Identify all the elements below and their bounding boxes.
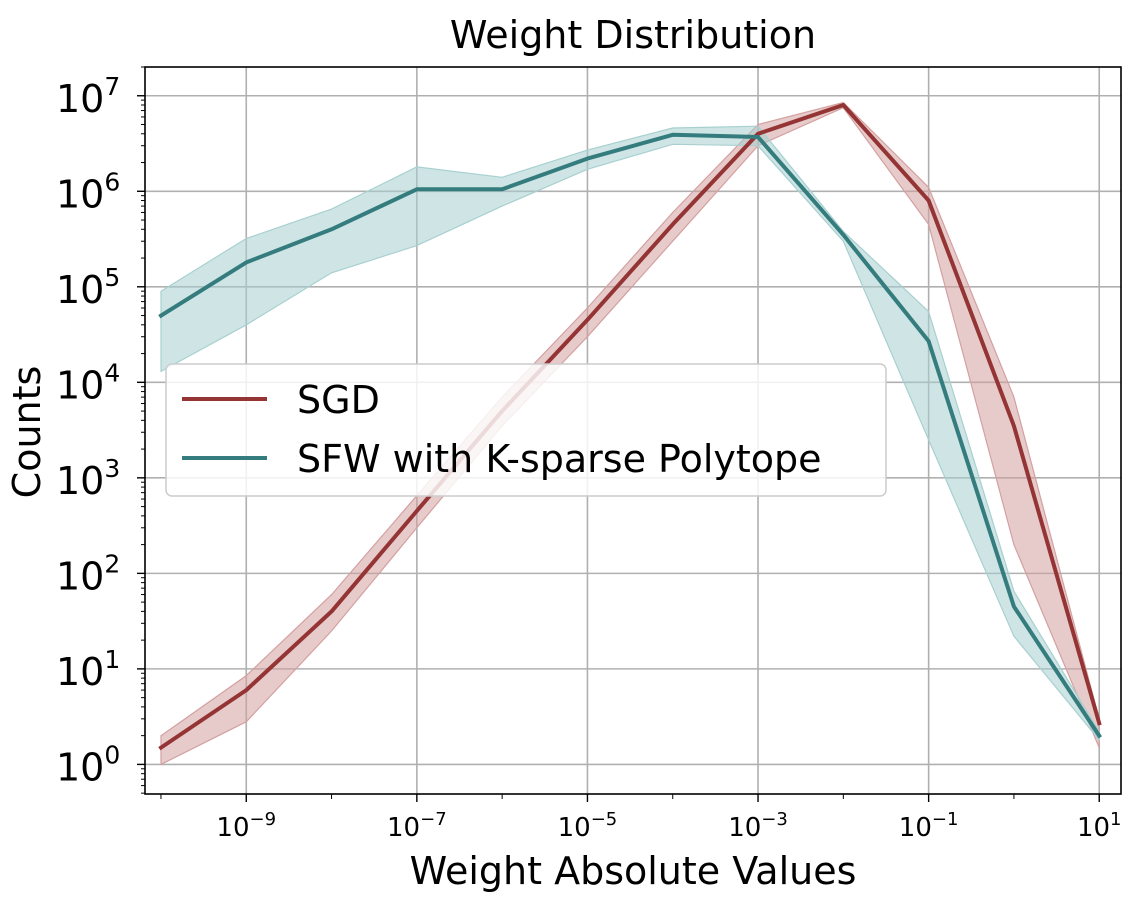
y-tick-label: 107 [56, 72, 120, 121]
x-tick-label: 10−5 [558, 809, 618, 843]
y-tick-label: 103 [56, 454, 120, 503]
y-tick-label: 104 [56, 358, 120, 407]
x-tick-base: 10 [216, 813, 249, 843]
sgd-line [158, 103, 1102, 751]
sfw-with-k-sparse-polytope-band [160, 125, 1100, 742]
x-tick-label: 101 [1077, 809, 1122, 843]
y-tick-label: 102 [56, 549, 120, 598]
plot-frame [144, 66, 1122, 795]
y-tick-base: 10 [56, 554, 104, 598]
y-tick-exponent: 4 [104, 358, 120, 387]
y-tick-label: 105 [56, 263, 120, 312]
x-tick-exponent: −1 [932, 809, 959, 830]
y-tick-label: 106 [56, 167, 120, 216]
x-axis-ticks: 10−9 10−7 10−5 10−3 10−1 101 [160, 794, 1122, 843]
legend-label-sfw-with-k-sparse-polytope: SFW with K-sparse Polytope [297, 437, 822, 481]
series-lines [158, 103, 1102, 751]
sfw-with-k-sparse-polytope-line [158, 132, 1102, 739]
y-axis-label: Counts [5, 366, 49, 499]
legend-label-sgd: SGD [297, 378, 380, 422]
legend: SGD SFW with K-sparse Polytope [165, 363, 887, 497]
x-tick-label: 10−9 [216, 809, 276, 843]
y-tick-exponent: 2 [104, 549, 120, 578]
y-tick-exponent: 0 [104, 740, 120, 769]
x-tick-exponent: 1 [1110, 809, 1121, 830]
legend-box [165, 363, 887, 497]
x-tick-base: 10 [387, 813, 420, 843]
x-tick-base: 10 [899, 813, 932, 843]
y-tick-base: 10 [56, 172, 104, 216]
y-tick-base: 10 [56, 745, 104, 789]
x-tick-exponent: −7 [420, 809, 447, 830]
y-tick-base: 10 [56, 459, 104, 503]
x-tick-label: 10−3 [728, 809, 788, 843]
y-tick-base: 10 [56, 77, 104, 121]
x-tick-label: 10−7 [387, 809, 447, 843]
x-tick-exponent: −3 [761, 809, 788, 830]
x-tick-exponent: −9 [250, 809, 277, 830]
y-tick-base: 10 [56, 650, 104, 694]
y-tick-exponent: 7 [104, 72, 120, 101]
x-axis-label: Weight Absolute Values [410, 849, 857, 893]
x-tick-base: 10 [1077, 813, 1110, 843]
x-tick-base: 10 [558, 813, 591, 843]
x-tick-exponent: −5 [591, 809, 618, 830]
x-tick-base: 10 [728, 813, 761, 843]
y-tick-exponent: 3 [104, 454, 120, 483]
y-tick-exponent: 6 [104, 167, 120, 196]
y-tick-label: 100 [56, 740, 120, 789]
y-tick-base: 10 [56, 363, 104, 407]
y-tick-exponent: 1 [104, 645, 120, 674]
y-tick-exponent: 5 [104, 263, 120, 292]
y-tick-label: 101 [56, 645, 120, 694]
x-tick-label: 10−1 [899, 809, 959, 843]
y-tick-base: 10 [56, 268, 104, 312]
chart-title: Weight Distribution [450, 13, 816, 57]
